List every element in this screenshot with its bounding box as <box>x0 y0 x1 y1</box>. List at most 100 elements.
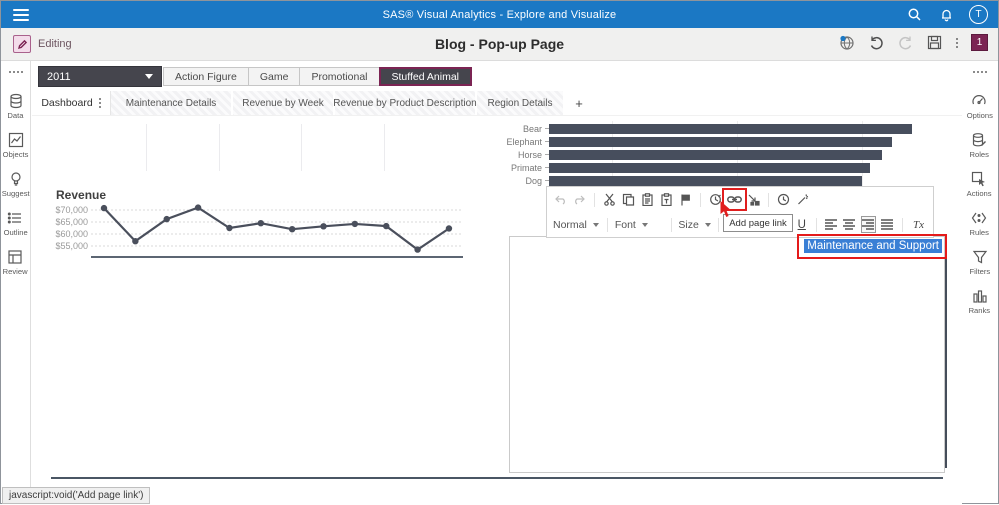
bar-category-label: Primate <box>510 163 542 173</box>
data-point[interactable] <box>320 223 327 230</box>
paragraph-style-dropdown[interactable]: Normal <box>553 219 600 231</box>
copy-icon[interactable] <box>621 192 636 207</box>
search-icon[interactable] <box>905 6 923 24</box>
bar-category-label: Bear <box>522 124 542 134</box>
clipped-chart-gridline <box>146 124 147 171</box>
sidebar-item-objects[interactable]: Objects <box>2 132 29 159</box>
category-button-action-figure[interactable]: Action Figure <box>163 67 249 86</box>
category-button-stuffed-animal[interactable]: Stuffed Animal <box>378 67 473 86</box>
data-point[interactable] <box>445 225 453 232</box>
annotation-red-box <box>722 188 747 211</box>
align-left-button[interactable] <box>824 216 839 233</box>
editing-mode-chip[interactable]: Editing <box>13 35 72 53</box>
data-point[interactable] <box>257 220 264 227</box>
redo-icon[interactable] <box>572 192 587 207</box>
y-axis-tick-label: $55,000 <box>55 241 88 251</box>
chart-objects-icon <box>8 132 23 148</box>
report-canvas-area: 2011 Action Figure Game Promotional Stuf… <box>32 61 962 505</box>
category-button-bar: Action Figure Game Promotional Stuffed A… <box>163 67 473 86</box>
sidebar-item-data[interactable]: Data <box>7 93 24 120</box>
data-point[interactable] <box>163 215 170 223</box>
bar-bear[interactable] <box>549 124 912 134</box>
hamburger-menu-icon[interactable] <box>13 8 29 21</box>
bar-dog[interactable] <box>549 176 862 186</box>
underline-button[interactable]: U <box>797 218 806 231</box>
report-toolbar: Editing Blog - Pop-up Page 1 <box>1 28 998 61</box>
tab-dashboard[interactable]: Dashboard <box>32 91 111 115</box>
tab-menu-kebab-icon[interactable] <box>98 98 101 108</box>
data-point[interactable] <box>414 246 421 253</box>
tab-revenue-by-product-description[interactable]: Revenue by Product Description <box>333 91 477 115</box>
bar-elephant[interactable] <box>549 137 892 147</box>
add-page-tab-button[interactable]: + <box>575 95 583 111</box>
tab-region-details[interactable]: Region Details <box>477 91 565 115</box>
tab-maintenance-details[interactable]: Maintenance Details <box>111 91 233 115</box>
top-application-bar: SAS® Visual Analytics - Explore and Visu… <box>1 1 998 28</box>
year-dropdown[interactable]: 2011 <box>38 66 162 87</box>
clear-formatting-wand-icon[interactable] <box>795 192 810 207</box>
database-icon <box>9 93 22 109</box>
data-point[interactable] <box>100 204 108 212</box>
data-point[interactable] <box>288 226 296 233</box>
sidebar-item-review[interactable]: Review <box>2 249 28 276</box>
sidebar-item-ranks[interactable]: Ranks <box>968 288 991 315</box>
align-right-button[interactable] <box>861 216 877 233</box>
data-point[interactable] <box>194 204 202 211</box>
data-point[interactable] <box>226 224 233 232</box>
sidebar-item-actions[interactable]: Actions <box>966 171 992 198</box>
application-title: SAS® Visual Analytics - Explore and Visu… <box>382 8 617 21</box>
undo-icon[interactable] <box>553 192 568 207</box>
data-point[interactable] <box>383 222 390 230</box>
category-button-game[interactable]: Game <box>247 67 301 86</box>
bar-horse[interactable] <box>549 150 882 160</box>
text-area-scrollbar[interactable] <box>945 258 947 468</box>
year-dropdown-value: 2011 <box>47 70 71 83</box>
sidebar-item-rules[interactable]: Rules <box>969 210 989 237</box>
chevron-down-icon <box>145 74 153 79</box>
selected-link-text[interactable]: Maintenance and Support <box>804 239 942 253</box>
data-point[interactable] <box>351 220 359 228</box>
clock-icon[interactable] <box>776 192 791 207</box>
anchor-flag-icon[interactable] <box>678 192 693 207</box>
sidebar-item-suggest[interactable]: Suggest <box>1 171 30 198</box>
inactive-tabs-strip: Maintenance Details Revenue by Week Reve… <box>111 91 565 115</box>
align-justify-button[interactable] <box>880 216 895 233</box>
data-point[interactable] <box>132 238 139 245</box>
page-controls-row: 2011 Action Figure Game Promotional Stuf… <box>32 61 962 91</box>
paste-as-text-icon[interactable] <box>659 192 674 207</box>
alert-count-badge[interactable]: 1 <box>971 34 988 51</box>
rail-drag-handle-icon[interactable] <box>8 71 23 73</box>
revenue-line-chart[interactable] <box>91 196 463 262</box>
cursor-actions-icon <box>972 171 986 187</box>
paste-icon[interactable] <box>640 192 655 207</box>
sidebar-item-roles[interactable]: Roles <box>969 132 989 159</box>
undo-icon[interactable] <box>868 35 884 51</box>
user-avatar[interactable]: T <box>969 5 988 24</box>
cut-icon[interactable] <box>602 192 617 207</box>
sidebar-item-outline[interactable]: Outline <box>3 210 28 237</box>
text-object-editing-area[interactable]: Maintenance and Support <box>509 234 947 473</box>
insert-dynamic-text-icon[interactable] <box>708 192 723 207</box>
revenue-line[interactable] <box>103 206 450 251</box>
remove-format-button[interactable]: Tx <box>913 218 925 231</box>
sidebar-item-options[interactable]: Options <box>966 93 994 120</box>
align-center-button[interactable] <box>843 216 858 233</box>
rail-drag-handle-icon[interactable] <box>972 71 987 73</box>
sidebar-item-filters[interactable]: Filters <box>969 249 991 276</box>
save-icon[interactable] <box>926 34 943 51</box>
size-dropdown[interactable]: Size <box>678 219 711 231</box>
more-options-kebab-icon[interactable] <box>956 37 958 48</box>
tab-revenue-by-week[interactable]: Revenue by Week <box>233 91 335 115</box>
notifications-bell-icon[interactable] <box>937 6 955 24</box>
rich-text-editor-toolbar: Normal Font Size I U Tx <box>546 186 934 238</box>
dashboard-canvas: Revenue $70,000 $65,000 $60,000 $55,000 Bea… <box>32 116 962 505</box>
add-page-link-icon[interactable] <box>722 188 747 211</box>
category-button-promotional[interactable]: Promotional <box>299 67 380 86</box>
add-report-link-icon[interactable] <box>746 192 761 207</box>
view-report-icon[interactable] <box>838 34 855 51</box>
font-dropdown[interactable]: Font <box>615 219 664 231</box>
display-rules-icon <box>972 212 987 224</box>
redo-icon[interactable] <box>897 35 913 51</box>
bar-primate[interactable] <box>549 163 870 173</box>
axis-tick <box>545 141 549 142</box>
